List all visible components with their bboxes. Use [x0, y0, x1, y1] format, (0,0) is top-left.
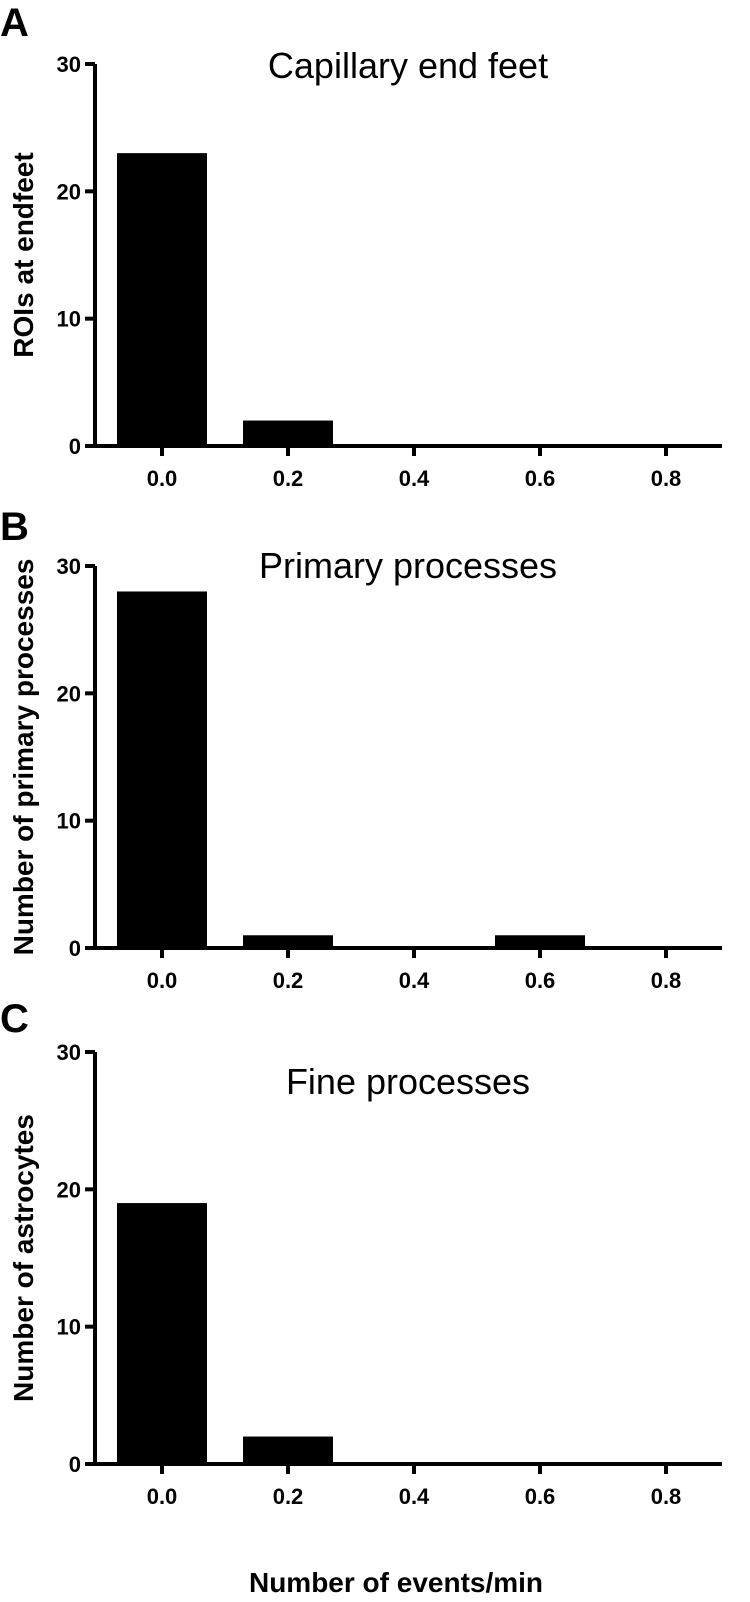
panel-b-ytick-label-10: 10	[57, 809, 81, 834]
panel-a-xtick-label-1: 0.2	[273, 466, 304, 491]
panel-a-ytick-label-20: 20	[57, 179, 81, 204]
panel-c-xtick-label-1: 0.2	[273, 1484, 304, 1509]
panel-a-ylabel: ROIs at endfeet	[8, 152, 39, 357]
panel-b-title: Primary processes	[259, 545, 557, 586]
panel-b-bar-0	[117, 591, 207, 948]
panel-c-letter: C	[0, 997, 29, 1041]
panel-a-bar-0	[117, 153, 207, 446]
panel-b-xtick-label-3: 0.6	[525, 968, 556, 993]
panel-b-letter: B	[0, 505, 29, 549]
panel-a-xtick-label-2: 0.4	[399, 466, 430, 491]
panel-b-xtick-label-2: 0.4	[399, 968, 430, 993]
panel-b-ytick-label-30: 30	[57, 554, 81, 579]
panel-c-ylabel: Number of astrocytes	[8, 1114, 39, 1402]
panel-b-ytick-label-0: 0	[69, 936, 81, 961]
panel-c-xlabel: Number of events/min	[249, 1567, 543, 1598]
panel-b-xtick-label-1: 0.2	[273, 968, 304, 993]
panel-b-ylabel: Number of primary processes	[8, 559, 39, 956]
panel-a-xtick-label-3: 0.6	[525, 466, 556, 491]
panel-c-xtick-label-2: 0.4	[399, 1484, 430, 1509]
panel-b-bar-3	[495, 935, 585, 948]
panel-a-xtick-label-0: 0.0	[147, 466, 178, 491]
panel-b-xtick-label-0: 0.0	[147, 968, 178, 993]
panel-c-ytick-label-10: 10	[57, 1315, 81, 1340]
panel-c-xtick-label-3: 0.6	[525, 1484, 556, 1509]
panel-a-ytick-label-30: 30	[57, 52, 81, 77]
panel-c-bar-1	[243, 1436, 333, 1464]
panel-a-ytick-label-10: 10	[57, 307, 81, 332]
panel-a-title: Capillary end feet	[268, 45, 548, 86]
panel-a-xtick-label-4: 0.8	[651, 466, 682, 491]
panel-a-letter: A	[0, 1, 29, 45]
panel-a-ytick-label-0: 0	[69, 434, 81, 459]
panel-b-bar-1	[243, 935, 333, 948]
panel-c-xtick-label-4: 0.8	[651, 1484, 682, 1509]
panel-a-bar-1	[243, 420, 333, 446]
panel-c-title: Fine processes	[286, 1061, 530, 1102]
panel-c-ytick-label-20: 20	[57, 1177, 81, 1202]
panel-c-xtick-label-0: 0.0	[147, 1484, 178, 1509]
panel-b-ytick-label-20: 20	[57, 681, 81, 706]
panel-c-ytick-label-0: 0	[69, 1452, 81, 1477]
panel-c-bar-0	[117, 1203, 207, 1464]
panel-c-ytick-label-30: 30	[57, 1040, 81, 1065]
panel-b-xtick-label-4: 0.8	[651, 968, 682, 993]
